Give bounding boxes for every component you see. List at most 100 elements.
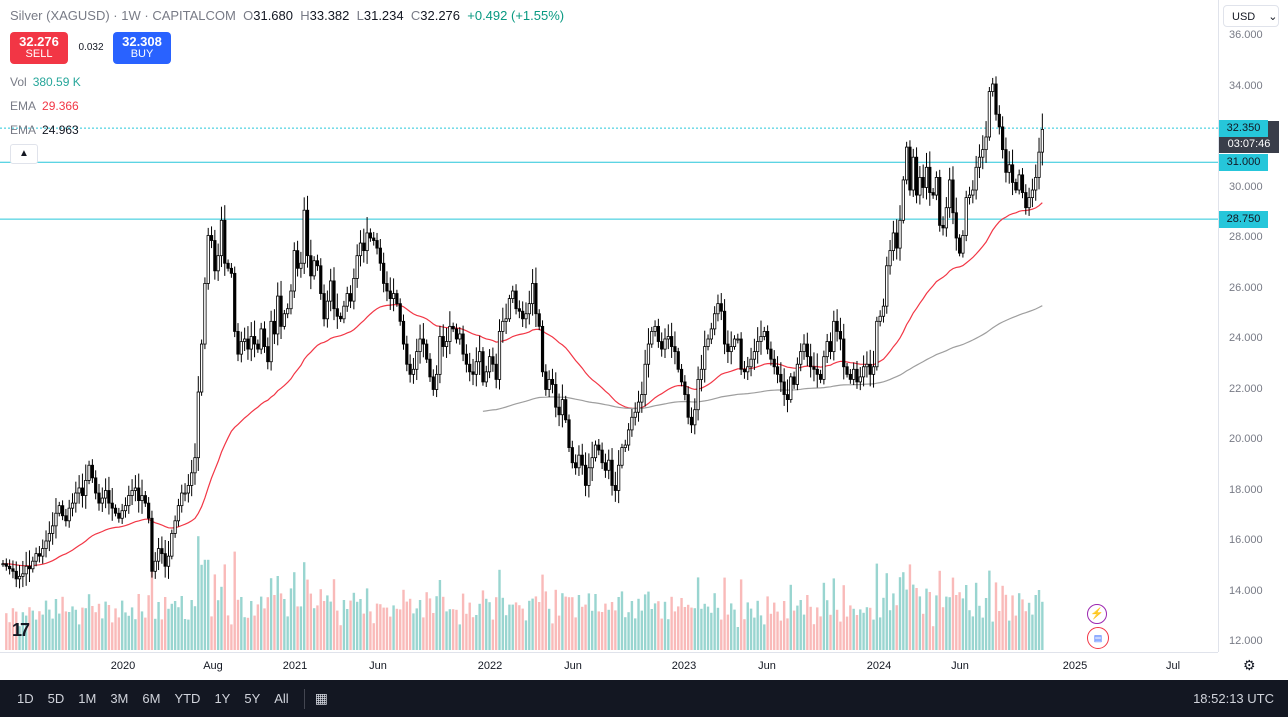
volume-bar — [713, 593, 716, 650]
candle-body — [818, 373, 823, 380]
volume-bar — [895, 605, 898, 650]
volume-bar — [673, 611, 677, 650]
us-flag-icon[interactable]: ▤ — [1087, 627, 1109, 649]
timeframe-5d[interactable]: 5D — [47, 691, 65, 706]
volume-bar — [140, 611, 144, 650]
timeframe-3m[interactable]: 3M — [110, 691, 129, 706]
volume-bar — [614, 610, 617, 650]
candle-body — [802, 343, 806, 353]
volume-bar — [1008, 620, 1011, 650]
candle-body — [623, 444, 627, 448]
timeframe-6m[interactable]: 6M — [142, 691, 161, 706]
candle-body — [435, 373, 439, 390]
candle-body — [914, 156, 919, 196]
timeframe-1m[interactable]: 1M — [78, 691, 97, 706]
timeframe-all[interactable]: All — [274, 691, 289, 706]
candle-body — [382, 262, 386, 284]
candle-body — [8, 565, 12, 570]
timeframe-ytd[interactable]: YTD — [174, 691, 201, 706]
candle-body — [305, 209, 310, 257]
candle-body — [292, 250, 296, 292]
chart-canvas[interactable] — [0, 0, 1218, 652]
candle-body — [54, 512, 58, 527]
time-tick-label: Jul — [1165, 660, 1181, 672]
timeframe-5y[interactable]: 5Y — [244, 691, 261, 706]
price-chart[interactable] — [0, 0, 1218, 652]
candle-body — [779, 373, 783, 383]
volume-bar — [571, 597, 574, 650]
volume-bar — [918, 596, 922, 650]
volume-bar — [700, 608, 703, 650]
utc-clock[interactable]: 18:52:13 UTC — [1193, 691, 1274, 706]
volume-bar — [723, 577, 726, 650]
volume-bar — [332, 579, 336, 650]
buy-button[interactable]: 32.308 BUY — [113, 32, 171, 64]
candle-body — [752, 351, 756, 360]
time-axis[interactable]: 2020 Aug 2021 Jun 2022 Jun 2023 Jun 2024 Jun 2025 J… — [0, 652, 1218, 681]
candle-body — [236, 331, 240, 355]
time-tick-label: Aug — [203, 660, 223, 672]
candle-body — [772, 358, 776, 368]
timeframe-1y[interactable]: 1Y — [214, 691, 231, 706]
volume-bar — [352, 592, 356, 650]
lightning-icon[interactable]: ⚡ — [1087, 604, 1107, 624]
indicator-ema-slow[interactable]: EMA 24.963 — [10, 123, 79, 137]
currency-selector[interactable]: USD ⌄ — [1223, 5, 1279, 27]
candle-body — [994, 83, 998, 115]
volume-bar — [696, 577, 700, 650]
volume-bar — [528, 600, 531, 650]
volume-bar — [541, 574, 544, 650]
gear-icon[interactable]: ⚙ — [1243, 657, 1256, 673]
timeframe-1d[interactable]: 1D — [17, 691, 34, 706]
candle-body — [1030, 189, 1035, 198]
candle-body — [41, 548, 45, 557]
volume-bar — [849, 605, 852, 650]
volume-bar — [435, 596, 438, 650]
candle-body — [683, 381, 687, 395]
candle-body — [650, 331, 654, 345]
indicator-ema-fast[interactable]: EMA 29.366 — [10, 99, 79, 113]
volume-bar — [951, 577, 955, 650]
volume-bar — [557, 615, 561, 650]
candle-body — [44, 540, 48, 549]
volume-bar — [104, 601, 107, 650]
candle-body — [415, 351, 419, 370]
volume-bar — [346, 609, 349, 650]
candle-body — [448, 325, 452, 342]
candle-body — [577, 454, 581, 469]
volume-bar — [998, 611, 1001, 650]
volume-bar — [316, 605, 319, 650]
candle-body — [722, 310, 727, 345]
volume-bar — [111, 622, 114, 650]
volume-bar — [167, 608, 170, 650]
time-tick-label: Jun — [369, 660, 387, 672]
candle-body — [544, 371, 548, 390]
candle-body — [918, 176, 922, 196]
indicator-volume[interactable]: Vol 380.59 K — [10, 75, 81, 89]
volume-bar — [197, 536, 200, 650]
candle-body — [87, 464, 91, 481]
volume-bar — [574, 617, 577, 650]
volume-bar — [18, 626, 21, 650]
volume-bar — [74, 609, 78, 650]
volume-bar — [567, 597, 571, 650]
volume-bar — [653, 603, 657, 650]
calendar-range-icon[interactable]: ▦ — [314, 690, 328, 706]
tradingview-logo[interactable]: 17 — [12, 620, 30, 640]
volume-bar — [892, 593, 895, 650]
volume-bar — [677, 606, 680, 650]
candle-body — [478, 351, 482, 363]
price-axis[interactable]: 12.000 14.000 16.000 18.000 20.000 22.000 24.0… — [1218, 0, 1288, 652]
time-tick-label: 2022 — [477, 660, 503, 672]
symbol-name[interactable]: Silver (XAGUSD) — [10, 8, 110, 23]
volume-bar — [200, 564, 203, 650]
collapse-legend-button[interactable]: ▲ — [10, 144, 38, 164]
candle-body — [610, 459, 614, 486]
volume-bar — [216, 600, 220, 650]
volume-bar — [508, 604, 511, 650]
volume-bar — [11, 608, 15, 650]
volume-bar — [44, 600, 48, 650]
chevron-up-icon: ▲ — [19, 148, 29, 159]
volume-bar — [845, 616, 849, 650]
sell-button[interactable]: 32.276 SELL — [10, 32, 68, 64]
